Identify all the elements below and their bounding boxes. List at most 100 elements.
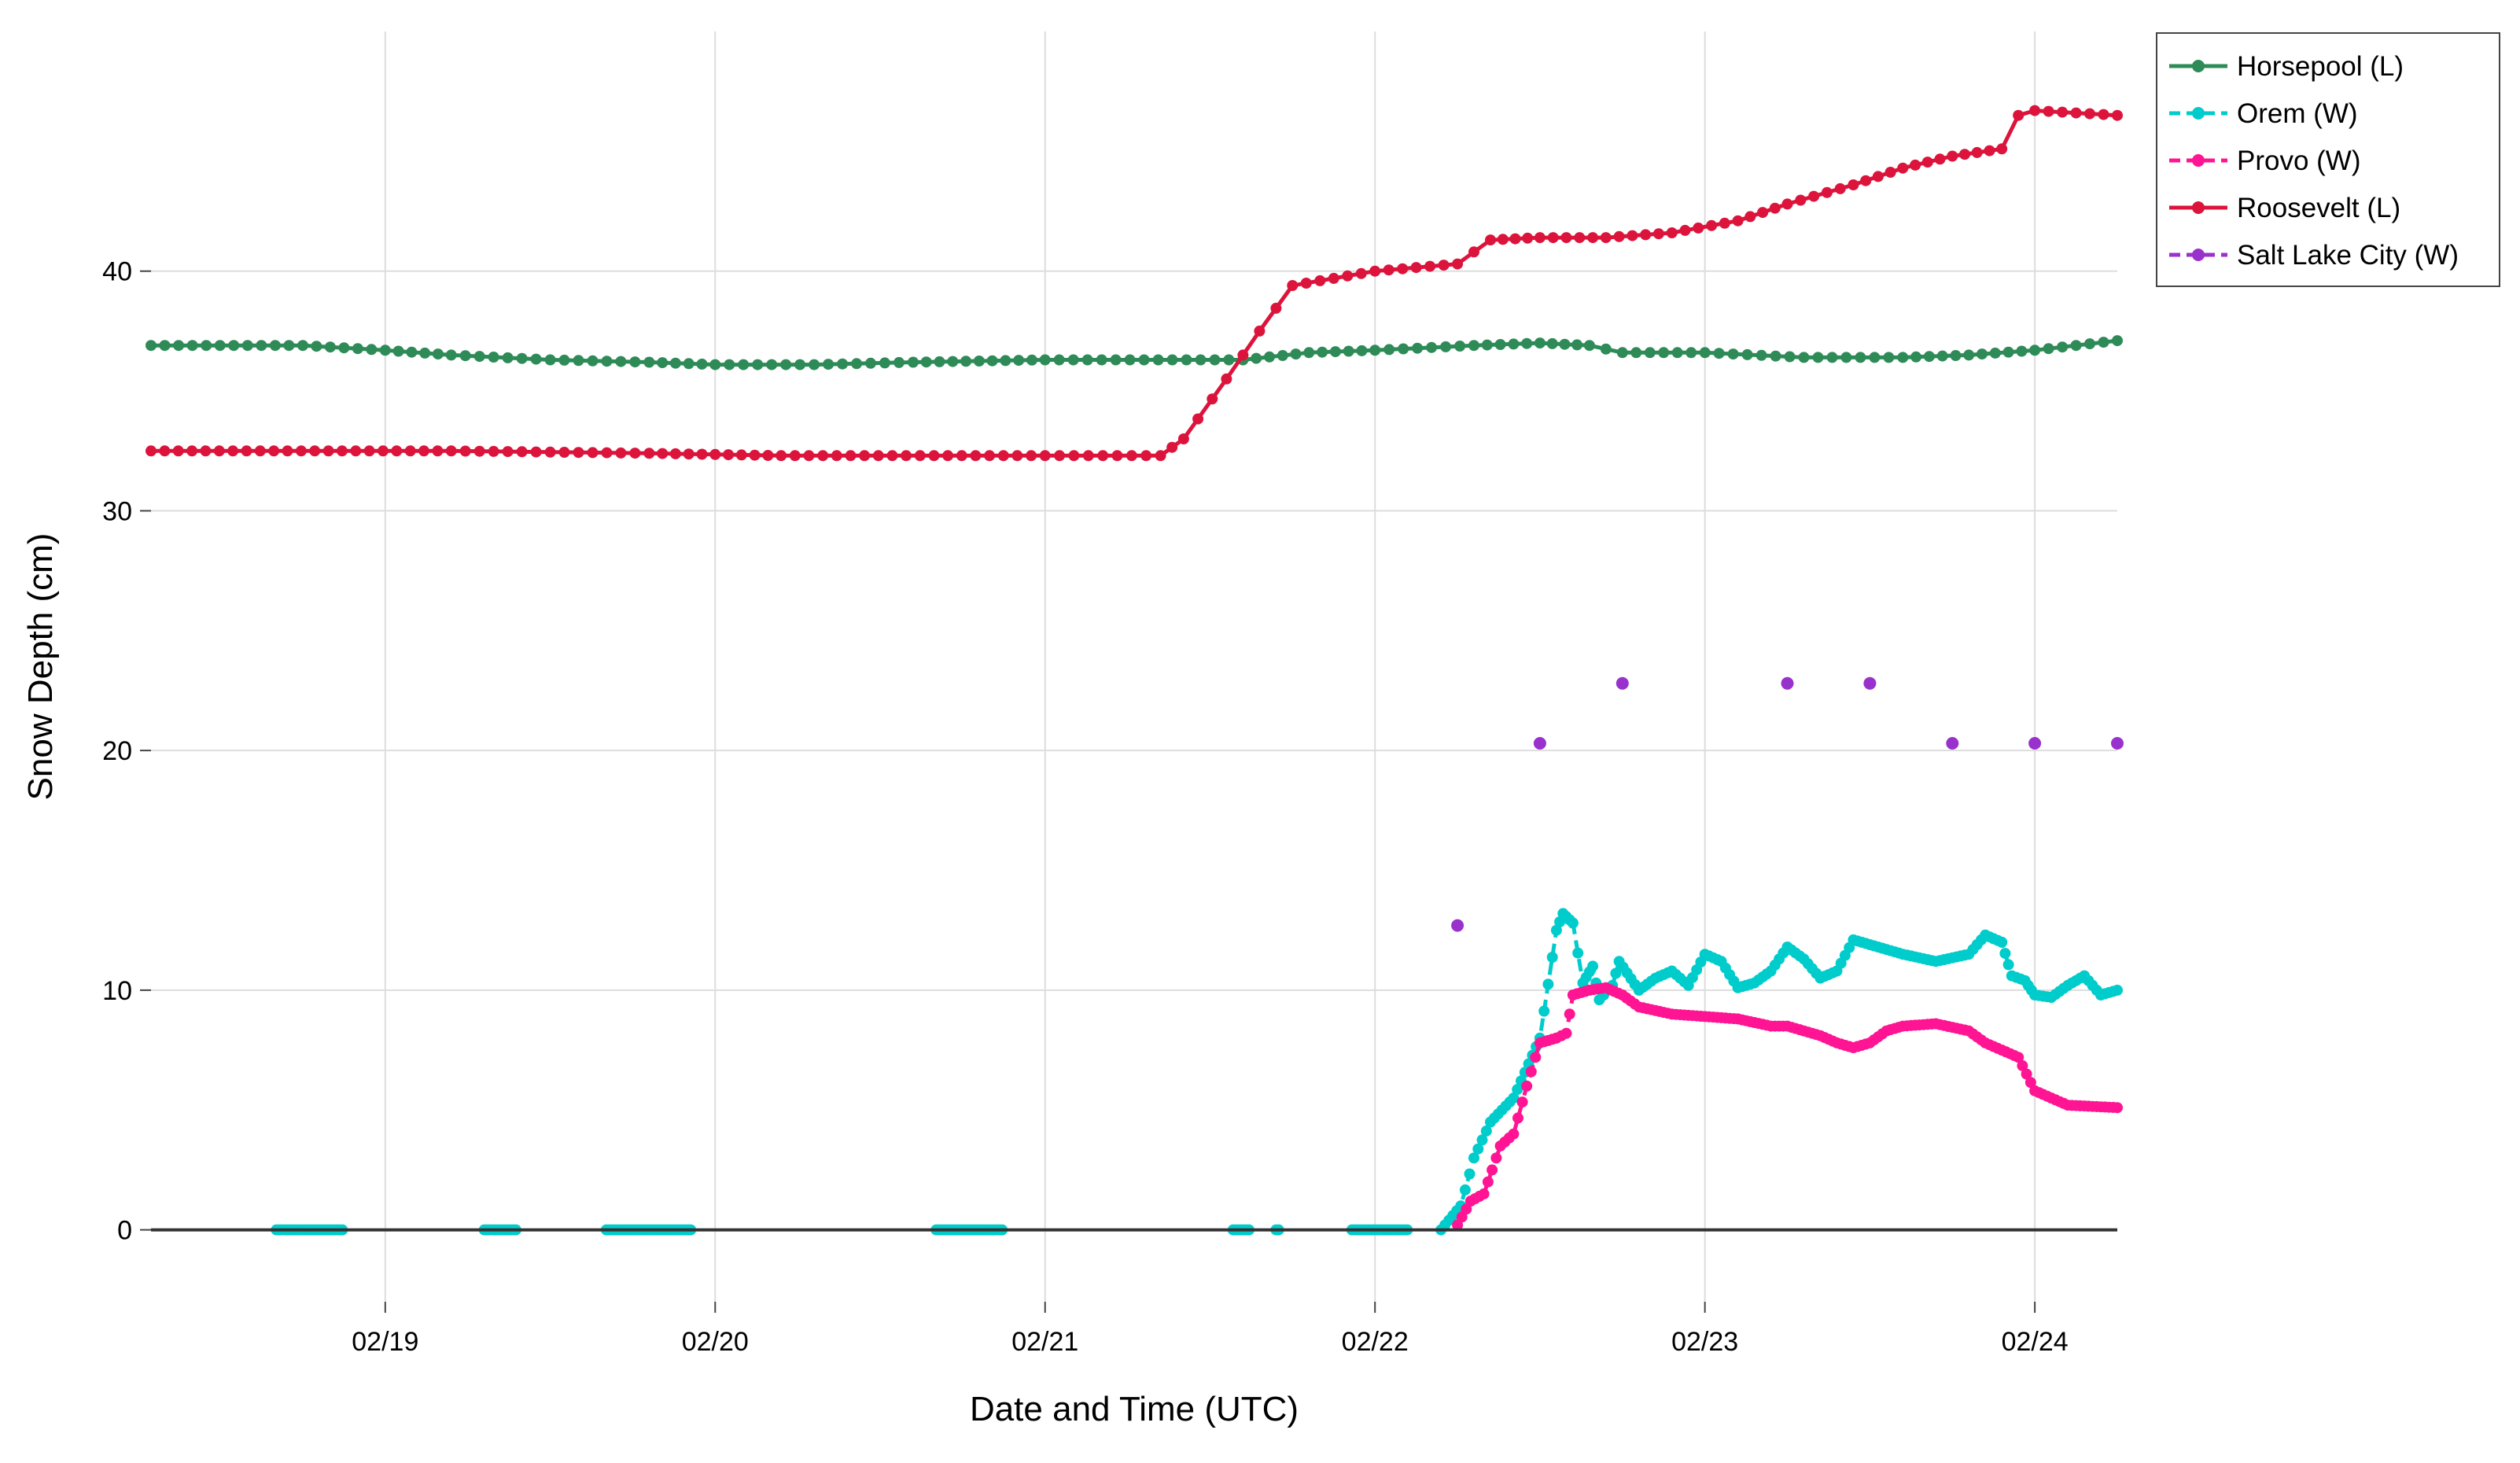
data-point [1476, 1134, 1488, 1146]
data-point [1840, 352, 1852, 363]
data-point [986, 355, 998, 367]
data-point [227, 445, 239, 457]
data-point [845, 450, 857, 462]
data-point [837, 358, 849, 370]
data-point [1000, 355, 1011, 367]
data-point [886, 450, 898, 462]
data-point [1452, 258, 1464, 270]
data-point [1977, 348, 1988, 360]
data-point [159, 340, 171, 352]
data-point [615, 447, 627, 459]
data-point [1769, 202, 1781, 214]
data-point [1795, 194, 1807, 206]
data-point [851, 358, 863, 370]
data-point [1693, 222, 1704, 234]
data-point [1468, 340, 1479, 352]
data-point [1826, 352, 1838, 363]
data-point [1487, 1164, 1498, 1176]
data-point [1516, 1096, 1528, 1108]
data-point [1757, 207, 1769, 219]
data-point [1869, 352, 1881, 363]
data-point [146, 445, 157, 457]
data-point [2098, 337, 2109, 348]
data-point [1542, 978, 1554, 990]
y-axis-title: Snow Depth (cm) [21, 533, 60, 801]
data-point [502, 446, 514, 458]
data-point [1872, 171, 1884, 182]
data-point [1369, 265, 1381, 277]
data-point [1221, 373, 1232, 385]
data-point [2002, 959, 2014, 971]
data-point [1481, 339, 1493, 351]
data-point [1039, 354, 1051, 366]
legend[interactable]: Horsepool (L) Orem (W) Provo (W) Roosevelt … [2156, 32, 2500, 287]
data-point [960, 356, 972, 367]
data-point [200, 445, 212, 457]
series-orem-w [1435, 908, 2123, 1236]
data-point [1798, 352, 1810, 363]
data-point [254, 445, 266, 457]
data-point [1534, 232, 1546, 244]
legend-item[interactable]: Salt Lake City (W) [2169, 240, 2459, 271]
data-point [1485, 234, 1496, 246]
data-point [1494, 339, 1506, 350]
data-point [1508, 1093, 1520, 1104]
data-point [1140, 450, 1152, 462]
data-point [696, 448, 708, 460]
data-point [1572, 947, 1584, 959]
data-point [942, 450, 954, 462]
data-point [1383, 264, 1394, 276]
data-point [766, 359, 778, 370]
data-point [1138, 354, 1150, 366]
data-point [1699, 347, 1711, 359]
data-point [1068, 450, 1080, 462]
data-point [2021, 1068, 2032, 1080]
legend-item[interactable]: Horsepool (L) [2169, 51, 2404, 82]
data-point [1155, 450, 1166, 462]
data-point [1424, 260, 1436, 272]
data-point [1560, 1027, 1572, 1039]
data-point [573, 355, 584, 367]
data-point [973, 356, 985, 367]
data-point [146, 340, 157, 352]
data-point [601, 356, 613, 367]
data-point [1533, 737, 1546, 750]
data-point [1355, 267, 1367, 279]
data-point [1781, 198, 1793, 210]
data-point [1053, 354, 1065, 366]
data-point [1640, 229, 1652, 241]
data-point [1666, 227, 1678, 238]
legend-item[interactable]: Provo (W) [2169, 146, 2361, 176]
data-point [1686, 347, 1697, 359]
x-tick-label: 02/20 [682, 1327, 749, 1357]
data-point [1251, 352, 1262, 364]
legend-label: Horsepool (L) [2237, 51, 2404, 82]
data-point [516, 352, 528, 364]
data-point [696, 358, 708, 370]
data-point [173, 340, 185, 352]
legend-item[interactable]: Roosevelt (L) [2169, 193, 2400, 223]
data-point [1207, 393, 1218, 405]
data-point [2070, 340, 2082, 352]
data-point [1082, 450, 1094, 462]
data-point [1652, 228, 1664, 240]
data-point [1756, 349, 1767, 361]
data-point [1600, 343, 1612, 355]
data-point [1921, 157, 1933, 168]
data-point [1277, 350, 1288, 361]
data-point [1567, 917, 1579, 929]
data-point [502, 352, 514, 363]
data-point [1124, 354, 1136, 366]
data-point [1454, 341, 1466, 352]
data-point [1317, 346, 1328, 358]
data-point [1342, 270, 1354, 282]
data-point [1587, 232, 1599, 244]
data-point [1996, 936, 2008, 948]
data-point [1616, 347, 1628, 359]
data-point [1884, 167, 1896, 178]
y-tick-label: 40 [102, 257, 132, 287]
data-point [1097, 450, 1109, 462]
legend-item[interactable]: Orem (W) [2169, 98, 2358, 129]
legend-items: Horsepool (L) Orem (W) Provo (W) Roosevelt … [2169, 51, 2459, 271]
